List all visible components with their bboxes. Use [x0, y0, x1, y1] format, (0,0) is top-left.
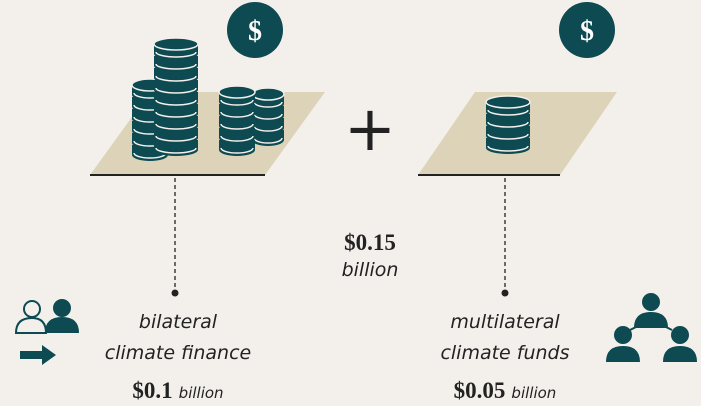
item-amount: $0.1 billion [132, 378, 223, 403]
coin [487, 145, 529, 152]
item-label: climate finance [105, 342, 251, 364]
total-unit: billion [342, 259, 399, 281]
multilateral-icon [606, 293, 697, 362]
coin [487, 121, 529, 128]
coin [253, 113, 283, 120]
coin [220, 147, 254, 154]
coin [155, 123, 197, 130]
dollar-sign: $ [248, 16, 262, 47]
coin [485, 95, 531, 109]
dollar-badge [227, 2, 283, 58]
coin [220, 111, 254, 118]
dollar-sign: $ [580, 16, 594, 47]
coin [218, 85, 256, 99]
dollar-badge [559, 2, 615, 58]
bilateral-icon [14, 299, 79, 365]
item-label: climate funds [440, 342, 569, 364]
leader-dot [501, 289, 509, 297]
total-amount: $0.15 [344, 230, 396, 255]
coin [253, 125, 283, 132]
coin [155, 63, 197, 70]
coin [155, 135, 197, 142]
leader-dot [171, 289, 179, 297]
coin [155, 99, 197, 106]
plus: + [344, 92, 396, 165]
coin [155, 51, 197, 58]
coin [155, 147, 197, 154]
coin [220, 123, 254, 130]
coin [253, 137, 283, 144]
unit: billion [179, 384, 224, 402]
coin [487, 109, 529, 116]
coin [251, 87, 285, 101]
coin [155, 75, 197, 82]
coin [253, 101, 283, 108]
coin [220, 135, 254, 142]
amount: $0.1 [132, 378, 172, 403]
item-label: bilateral [139, 311, 218, 333]
coin-stacks [131, 37, 531, 161]
coin [155, 87, 197, 94]
item-amount: $0.05 billion [454, 378, 557, 403]
coin [487, 133, 529, 140]
coin [153, 37, 199, 51]
item-label: multilateral [450, 311, 560, 333]
coin [220, 99, 254, 106]
amount: $0.05 [454, 378, 506, 403]
coin [155, 111, 197, 118]
unit: billion [511, 384, 556, 402]
